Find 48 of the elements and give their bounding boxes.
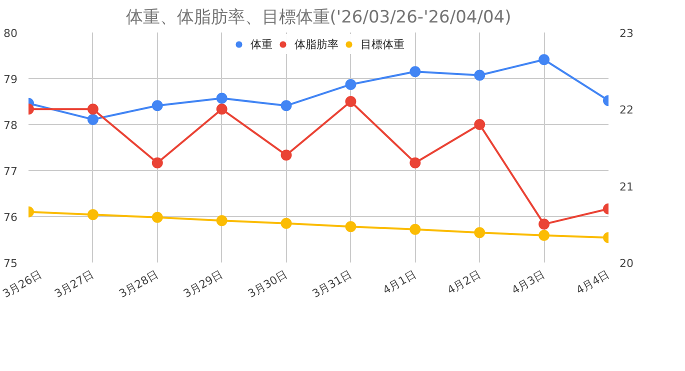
point xyxy=(216,104,228,115)
point xyxy=(538,230,550,241)
point xyxy=(538,218,550,230)
point xyxy=(87,104,98,115)
legend-label: 体脂肪率 xyxy=(294,36,338,52)
x-tick-label: 4月3日 xyxy=(510,268,548,298)
point xyxy=(152,157,163,168)
y-tick-label: 76 xyxy=(4,211,18,224)
point xyxy=(280,100,292,112)
y-tick-label: 75 xyxy=(4,257,18,270)
x-tick-label: 3月28日 xyxy=(116,268,161,301)
x-tick-label: 3月31日 xyxy=(310,268,354,301)
y2-tick-label: 22 xyxy=(620,104,634,117)
y-tick-label: 78 xyxy=(4,119,18,132)
legend-label: 体重 xyxy=(250,36,272,52)
y-tick-label: 77 xyxy=(4,165,18,178)
point xyxy=(474,227,486,238)
y2-tick-label: 21 xyxy=(620,180,634,194)
point xyxy=(345,221,356,232)
point xyxy=(410,66,421,78)
x-tick-label: 4月2日 xyxy=(445,268,483,298)
y-tick-label: 80 xyxy=(4,27,18,40)
point xyxy=(345,78,356,90)
point xyxy=(474,119,486,130)
x-tick-label: 3月30日 xyxy=(246,268,290,301)
x-tick-label: 3月29日 xyxy=(181,268,226,301)
point xyxy=(538,54,550,66)
legend-label: 目標体重 xyxy=(360,36,404,52)
point xyxy=(152,100,163,112)
x-tick-label: 4月4日 xyxy=(574,268,612,298)
point xyxy=(345,96,356,107)
point xyxy=(474,70,486,81)
x-tick-label: 3月26日 xyxy=(0,268,44,301)
point xyxy=(216,215,228,226)
point xyxy=(280,150,292,161)
x-tick-label: 4月1日 xyxy=(380,268,418,298)
point xyxy=(87,114,98,125)
y2-tick-label: 23 xyxy=(620,27,634,40)
point xyxy=(87,209,98,220)
point xyxy=(216,92,228,104)
point xyxy=(410,224,421,235)
x-tick-label: 3月27日 xyxy=(52,268,96,301)
y2-tick-label: 20 xyxy=(620,257,634,270)
point xyxy=(280,218,292,229)
point xyxy=(152,212,163,223)
point xyxy=(410,157,421,168)
chart-title: 体重、体脂肪率、目標体重('26/03/26-'26/04/04) xyxy=(126,8,512,28)
y-tick-label: 79 xyxy=(4,73,18,86)
